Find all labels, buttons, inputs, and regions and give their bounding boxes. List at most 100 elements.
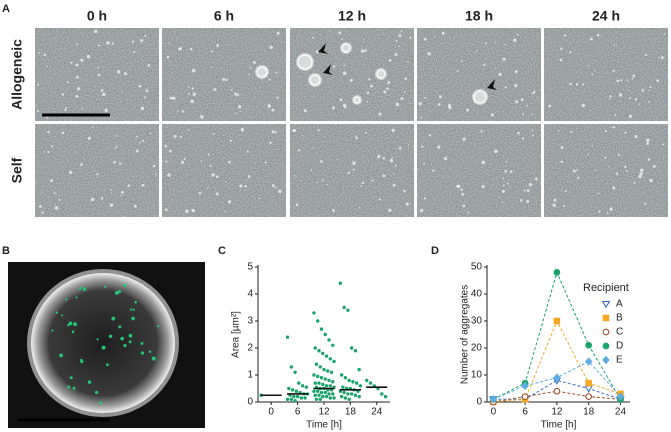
cell xyxy=(490,113,494,117)
cell xyxy=(271,108,275,112)
cell xyxy=(612,186,616,190)
cell xyxy=(658,57,660,59)
x-tick-label: 0 xyxy=(268,407,274,418)
cell xyxy=(368,78,371,81)
cell xyxy=(514,70,518,74)
green-cell xyxy=(96,338,99,341)
cell xyxy=(215,192,219,196)
column-header: 12 h xyxy=(338,8,366,24)
cell xyxy=(173,134,177,138)
row-header: Self xyxy=(9,157,25,183)
cell xyxy=(382,157,385,160)
cell xyxy=(152,164,156,168)
point xyxy=(328,357,332,361)
cell xyxy=(104,108,108,113)
point xyxy=(290,388,295,392)
green-cells xyxy=(51,283,160,405)
point xyxy=(332,396,336,400)
cell xyxy=(616,79,620,83)
y-tick-label: 0 xyxy=(476,397,482,408)
cell xyxy=(370,84,373,88)
cell xyxy=(443,156,448,161)
cell xyxy=(577,176,580,179)
cell xyxy=(65,106,67,109)
cell xyxy=(46,116,49,119)
cell xyxy=(190,47,193,51)
cell xyxy=(526,199,530,203)
green-cell xyxy=(99,401,103,405)
cell xyxy=(144,96,147,99)
cell xyxy=(133,51,136,54)
cell xyxy=(229,139,233,142)
cell xyxy=(634,98,638,101)
y-tick-label: 4 xyxy=(247,289,253,300)
cell xyxy=(145,89,149,93)
cell xyxy=(423,162,425,165)
cell xyxy=(271,130,275,134)
cell xyxy=(200,160,203,162)
cell xyxy=(441,31,445,35)
green-cell xyxy=(67,323,70,327)
green-cell xyxy=(71,330,75,334)
cell xyxy=(661,143,664,146)
cell xyxy=(615,172,619,175)
y-tick-label: 0 xyxy=(247,397,253,408)
cell xyxy=(306,84,308,87)
legend-label: D xyxy=(616,341,623,352)
cell xyxy=(293,129,297,132)
cell xyxy=(166,55,170,59)
cell xyxy=(64,108,67,112)
green-cell xyxy=(72,386,76,390)
cell xyxy=(54,206,59,210)
point xyxy=(287,386,291,391)
cell xyxy=(505,161,508,163)
series-line xyxy=(493,390,621,403)
cell xyxy=(598,210,601,213)
cell xyxy=(237,105,242,109)
cell xyxy=(165,160,168,163)
cell xyxy=(531,113,533,115)
cell xyxy=(90,197,95,202)
cell xyxy=(224,210,226,213)
point xyxy=(285,397,290,401)
cell xyxy=(268,78,271,81)
x-tick-label: 12 xyxy=(318,407,330,418)
x-tick-label: 6 xyxy=(522,407,528,418)
green-cell xyxy=(118,325,122,329)
x-tick-label: 6 xyxy=(295,407,301,418)
aggregate-blob xyxy=(376,69,386,79)
point xyxy=(313,381,317,385)
cell xyxy=(61,131,65,135)
cell xyxy=(614,114,617,117)
point xyxy=(323,332,327,337)
point xyxy=(285,335,290,339)
cell xyxy=(352,168,355,171)
arrowhead xyxy=(318,43,328,54)
point xyxy=(357,367,361,372)
marker xyxy=(553,269,561,276)
cell xyxy=(360,184,362,187)
cell xyxy=(389,158,394,163)
cell xyxy=(81,108,83,110)
column-header: 6 h xyxy=(214,8,234,24)
green-cell xyxy=(75,296,78,299)
cell xyxy=(400,30,403,32)
cell xyxy=(190,99,194,104)
legend-title: Recipient xyxy=(583,282,629,294)
marker xyxy=(585,393,593,400)
cell xyxy=(154,173,157,175)
cell xyxy=(517,131,520,135)
cell xyxy=(181,110,185,113)
point xyxy=(321,382,325,387)
cell xyxy=(37,110,39,113)
cell xyxy=(141,183,145,187)
marker xyxy=(602,314,610,322)
cell xyxy=(395,40,398,43)
cell xyxy=(207,187,209,189)
green-cell xyxy=(118,290,122,293)
marker xyxy=(521,393,529,400)
cell xyxy=(362,39,365,41)
cell xyxy=(147,64,151,67)
cell xyxy=(613,44,616,46)
